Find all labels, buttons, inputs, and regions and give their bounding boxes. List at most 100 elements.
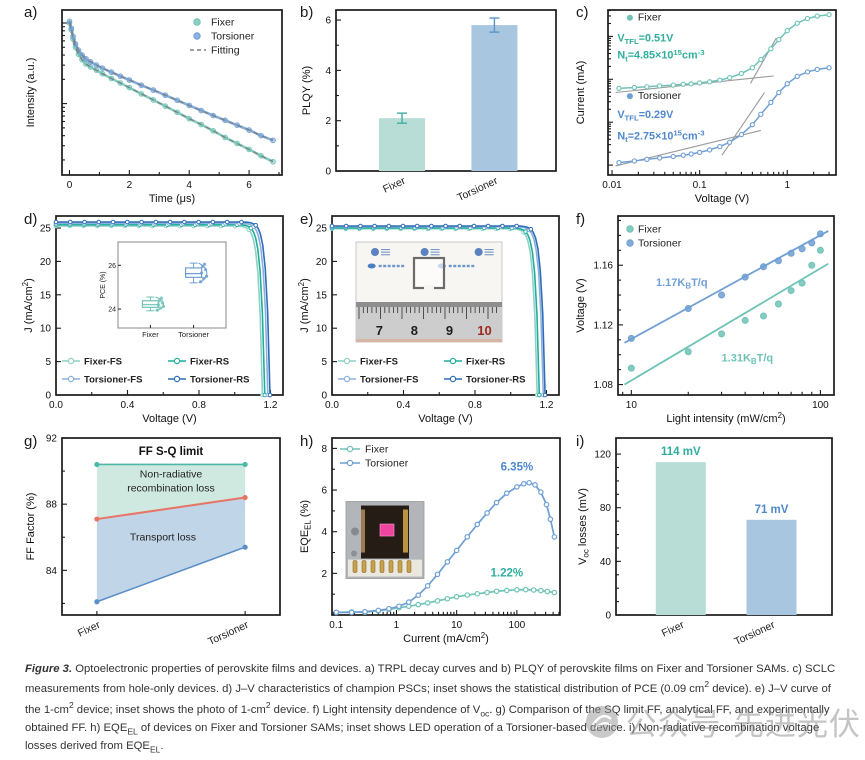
panel-a-label: a): [24, 4, 38, 21]
svg-text:0.1: 0.1: [693, 180, 707, 191]
panel-c-chart: 0.01 0.1 1 Voltage (V) Current (mA) Fixer VTFL…: [575, 9, 837, 205]
svg-text:Torsioner: Torsioner: [638, 90, 682, 102]
svg-text:PLQY (%): PLQY (%): [301, 66, 313, 115]
svg-text:Torsioner-FS: Torsioner-FS: [360, 375, 418, 386]
svg-text:Fixer: Fixer: [381, 175, 408, 196]
svg-text:Torsioner-FS: Torsioner-FS: [84, 375, 142, 386]
svg-text:Voltage (V): Voltage (V): [418, 413, 472, 425]
svg-text:1.2: 1.2: [264, 400, 278, 411]
svg-text:Fixer: Fixer: [638, 224, 662, 236]
svg-text:Fixer: Fixer: [211, 17, 235, 29]
svg-text:0.4: 0.4: [397, 400, 411, 411]
svg-text:Torsioner: Torsioner: [365, 458, 409, 470]
panel-b-chart: 0 2 4 6 PLQY (%) Fixer Torsioner: [301, 9, 557, 204]
svg-text:Torsioner: Torsioner: [733, 619, 778, 648]
svg-text:1: 1: [784, 180, 790, 191]
panel-i: i) 0 40 80 120 Voc losses (mV) Fixer Torsioner…: [572, 431, 844, 651]
svg-text:Fixer: Fixer: [365, 444, 389, 456]
svg-text:Voltage (V): Voltage (V): [142, 413, 196, 425]
svg-text:10: 10: [40, 324, 52, 335]
svg-text:8: 8: [321, 444, 327, 455]
svg-text:9: 9: [446, 323, 453, 338]
svg-text:Non-radiative: Non-radiative: [140, 468, 203, 480]
svg-text:92: 92: [46, 434, 58, 445]
svg-text:Fixer-RS: Fixer-RS: [466, 357, 505, 368]
svg-text:Fixer-RS: Fixer-RS: [190, 357, 229, 368]
svg-text:120: 120: [594, 450, 611, 461]
svg-text:2: 2: [321, 569, 327, 580]
svg-text:84: 84: [46, 566, 58, 577]
figure-caption: Figure 3. Optoelectronic properties of p…: [25, 661, 837, 757]
svg-text:2: 2: [127, 180, 133, 191]
panel-a: a) 0 2 4 6 Time (μs) Intensity (a.u.) Fixer Tor…: [20, 2, 292, 209]
panel-f-chart: 10 100 1.08 1.12 1.16 Light intensity (mW/cm2…: [575, 215, 835, 425]
svg-text:25: 25: [40, 224, 52, 235]
svg-text:5: 5: [321, 357, 327, 368]
svg-text:VTFL=0.29V: VTFL=0.29V: [617, 109, 674, 123]
svg-text:Transport loss: Transport loss: [130, 531, 196, 543]
svg-text:20: 20: [316, 257, 328, 268]
svg-text:0: 0: [325, 167, 331, 178]
svg-text:7: 7: [376, 323, 383, 338]
svg-text:24: 24: [108, 307, 116, 314]
svg-text:114 mV: 114 mV: [661, 446, 701, 458]
svg-text:Fixer-FS: Fixer-FS: [84, 357, 122, 368]
svg-text:0: 0: [605, 611, 611, 622]
svg-text:Fixer: Fixer: [76, 619, 103, 640]
panel-h: h) 0.1 1 10 100 2 4 6 8 Current (mA/cm2) EQEEL (%…: [296, 431, 568, 651]
svg-text:100: 100: [812, 400, 829, 411]
svg-text:Torsioner-RS: Torsioner-RS: [190, 375, 249, 386]
svg-text:recombination loss: recombination loss: [127, 482, 215, 494]
figure-caption-lead: Figure 3.: [25, 663, 73, 675]
watermark: 公众号·先进光伏: [585, 699, 861, 744]
svg-text:1.2: 1.2: [540, 400, 554, 411]
svg-text:2: 2: [325, 116, 331, 127]
svg-text:0: 0: [321, 391, 327, 402]
svg-text:6: 6: [325, 16, 331, 27]
svg-text:Voltage (V): Voltage (V): [695, 193, 749, 205]
svg-text:4: 4: [321, 527, 327, 538]
panel-f-label: f): [576, 211, 586, 228]
svg-text:0.01: 0.01: [602, 180, 622, 191]
panel-a-chart: 0 2 4 6 Time (μs) Intensity (a.u.) Fixer Torsio…: [25, 9, 283, 205]
panel-b-label: b): [300, 4, 314, 21]
panel-e: e) 0.0 0.4 0.8 1.2 0 5 10 15 20 25 Voltage (V) J (m…: [296, 209, 568, 431]
svg-text:Nt=2.75×1015cm-3: Nt=2.75×1015cm-3: [617, 129, 705, 144]
svg-text:Fixer: Fixer: [660, 619, 687, 640]
svg-text:15: 15: [40, 290, 52, 301]
svg-text:8: 8: [411, 323, 418, 338]
svg-text:0.8: 0.8: [192, 400, 206, 411]
svg-text:6: 6: [246, 180, 252, 191]
panel-d-label: d): [24, 211, 38, 228]
svg-text:Torsioner: Torsioner: [206, 619, 251, 648]
svg-text:VTFL=0.51V: VTFL=0.51V: [617, 32, 674, 46]
svg-text:6.35%: 6.35%: [501, 461, 534, 473]
svg-text:Current (mA): Current (mA): [575, 61, 587, 125]
svg-text:0: 0: [45, 391, 51, 402]
svg-text:10: 10: [477, 323, 491, 338]
panel-h-chart: 0.1 1 10 100 2 4 6 8 Current (mA/cm2) EQEEL (%) Fi…: [299, 437, 561, 645]
figure-grid: a) 0 2 4 6 Time (μs) Intensity (a.u.) Fixer Tor…: [20, 2, 844, 651]
panel-i-chart: 0 40 80 120 Voc losses (mV) Fixer Torsioner 114…: [577, 437, 833, 648]
svg-text:0: 0: [67, 180, 73, 191]
svg-text:0.0: 0.0: [49, 400, 63, 411]
svg-text:Voltage (V): Voltage (V): [575, 278, 587, 332]
svg-text:20: 20: [40, 257, 52, 268]
panel-b: b) 0 2 4 6 PLQY (%) Fixer Torsioner: [296, 2, 568, 209]
svg-text:J (mA/cm2): J (mA/cm2): [297, 278, 311, 333]
svg-text:4: 4: [186, 180, 192, 191]
watermark-text: 公众号·先进光伏: [625, 707, 861, 742]
svg-text:PCE (%): PCE (%): [100, 271, 107, 298]
svg-text:10: 10: [626, 400, 638, 411]
svg-text:FF S-Q limit: FF S-Q limit: [139, 446, 204, 458]
svg-text:Torsioner: Torsioner: [211, 31, 255, 43]
svg-text:10: 10: [451, 620, 463, 631]
svg-text:Fitting: Fitting: [211, 45, 240, 57]
panel-h-label: h): [300, 433, 314, 450]
panel-e-chart: 0.0 0.4 0.8 1.2 0 5 10 15 20 25 Voltage (V) J (mA/c…: [297, 215, 560, 425]
panel-g-label: g): [24, 433, 38, 450]
svg-text:88: 88: [46, 500, 58, 511]
svg-text:Torsioner: Torsioner: [455, 175, 500, 204]
svg-text:0.8: 0.8: [468, 400, 482, 411]
